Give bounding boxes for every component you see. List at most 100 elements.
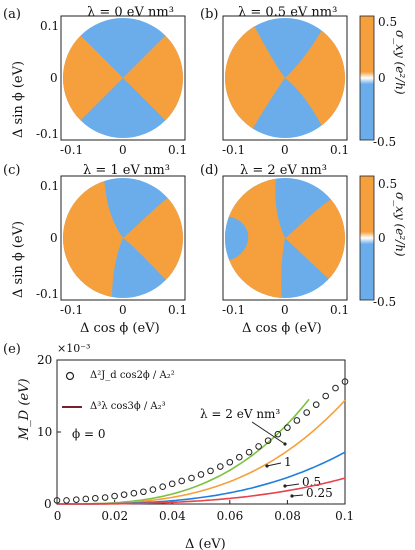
panel-d-frame (222, 175, 348, 301)
ytick-c-bot: -0.1 (36, 287, 59, 301)
xtick-c-right: 0.1 (168, 303, 187, 317)
panel-a-title: λ = 0 eV nm³ (87, 5, 174, 20)
ytick-a-bot: -0.1 (36, 127, 59, 141)
panel-c (63, 178, 183, 298)
data-point (207, 467, 214, 475)
xtick-a-right: 0.1 (168, 143, 187, 157)
chart-e: (e) ×10⁻³ M_D (eV) Δ (eV) Δ²J_d cos2ϕ / … (3, 342, 354, 550)
xtick-label: 0.06 (217, 509, 244, 523)
top-axes: 0.1 0 -0.1 0.1 0 -0.1 -0.1 0 0.1 -0.1 0 … (11, 19, 349, 336)
cb-top-tick-high: 0.5 (378, 15, 397, 29)
data-point (63, 497, 70, 504)
data-point (226, 458, 234, 466)
panel-d-left-pocket (225, 216, 249, 262)
panel-b-frame (222, 15, 348, 141)
xtick-label: 0.08 (274, 509, 301, 523)
data-point (53, 497, 61, 504)
xtick-label: 0.02 (101, 509, 128, 523)
ytick-a-mid: 0 (50, 71, 58, 85)
data-point (168, 480, 176, 488)
data-point (236, 453, 243, 461)
data-point (341, 378, 349, 385)
xlabel-c: Δ cos ϕ (eV) (80, 321, 160, 336)
data-point (332, 384, 339, 392)
series-line-3 (57, 477, 346, 505)
data-point (140, 488, 147, 496)
panel-d-left-sector (225, 178, 285, 298)
data-point (197, 471, 205, 478)
panel-b-left-sector (225, 22, 285, 134)
cb-top-label: σ_xy (e²/h) (393, 30, 407, 95)
xtick-b-mid: 0 (281, 143, 289, 157)
data-point (245, 448, 253, 456)
panel-e-tag: (e) (3, 342, 21, 357)
xtick-label: 0.1 (335, 509, 354, 523)
xtick-d-mid: 0 (281, 303, 289, 317)
cb-bot-tick-mid: 0 (378, 231, 386, 245)
panel-b-right-sector (285, 30, 345, 126)
data-point (82, 495, 90, 503)
annotation-arrowhead (265, 464, 269, 468)
panel-d-right-sector (285, 200, 345, 280)
annotation-arrowhead (290, 494, 294, 498)
data-point (216, 463, 224, 470)
panel-a-left-sector (63, 18, 123, 138)
data-point (322, 392, 330, 400)
data-point (101, 494, 109, 501)
chart-e-xlabel: Δ (eV) (185, 537, 226, 550)
panel-d (225, 178, 345, 298)
data-point (130, 489, 138, 497)
annotation-arrow (251, 421, 286, 445)
cb-bot-tick-high: 0.5 (378, 177, 397, 191)
data-point (149, 486, 157, 493)
xtick-label: 0.04 (159, 509, 186, 523)
annot-lambda-025: 0.25 (306, 486, 333, 500)
ytick-a-top: 0.1 (40, 19, 59, 33)
legend-circle-marker (65, 371, 75, 381)
data-point (178, 477, 186, 485)
panel-c-tag: (c) (3, 163, 20, 178)
data-point (293, 417, 301, 424)
chart-e-multiplier: ×10⁻³ (57, 342, 90, 355)
xtick-d-right: 0.1 (330, 303, 349, 317)
cb-top-tick-low: -0.5 (373, 135, 396, 149)
data-point (264, 437, 272, 444)
panel-d-tag: (d) (200, 163, 218, 178)
annotation-arrowhead (283, 442, 287, 446)
xlabel-d: Δ cos ϕ (eV) (242, 321, 322, 336)
data-point (72, 496, 80, 503)
panel-b-title: λ = 0.5 eV nm³ (238, 5, 337, 20)
panel-c-frame (60, 175, 186, 301)
chart-e-ylabel: M_D (eV) (17, 378, 32, 441)
panel-d-title: λ = 2 eV nm³ (240, 163, 327, 178)
data-point (312, 401, 320, 408)
annot-lambda-1: 1 (284, 455, 292, 469)
ytick-label: 0 (44, 497, 52, 511)
ytick-label: 20 (37, 353, 52, 367)
legend-line-label: Δ³λ cos3ϕ / A₂³ (90, 401, 166, 412)
xtick-a-mid: 0 (119, 143, 127, 157)
ytick-c-mid: 0 (50, 231, 58, 245)
cb-bot-label: σ_xy (e²/h) (393, 192, 407, 257)
panel-a-tag: (a) (3, 7, 21, 22)
xtick-label: 0 (54, 509, 62, 523)
xtick-d-left: -0.1 (222, 303, 245, 317)
xtick-b-right: 0.1 (330, 143, 349, 157)
annot-lambda-2: λ = 2 eV nm³ (200, 407, 280, 421)
panel-b-tag: (b) (200, 7, 218, 22)
cb-top-tick-mid: 0 (378, 71, 386, 85)
data-point (274, 430, 282, 438)
colorbar-top: 0.5 0 -0.5 σ_xy (e²/h) (359, 15, 407, 149)
ytick-label: 10 (37, 425, 52, 439)
data-point (159, 483, 166, 491)
colorbar-bottom: 0.5 0 -0.5 σ_xy (e²/h) (359, 175, 407, 309)
data-point (120, 491, 128, 498)
panel-a-frame (60, 15, 186, 141)
panel-a (60, 15, 186, 141)
xtick-c-mid: 0 (119, 303, 127, 317)
panel-b (225, 18, 345, 138)
xtick-c-left: -0.1 (60, 303, 83, 317)
data-point (111, 492, 118, 500)
xtick-b-left: -0.1 (222, 143, 245, 157)
